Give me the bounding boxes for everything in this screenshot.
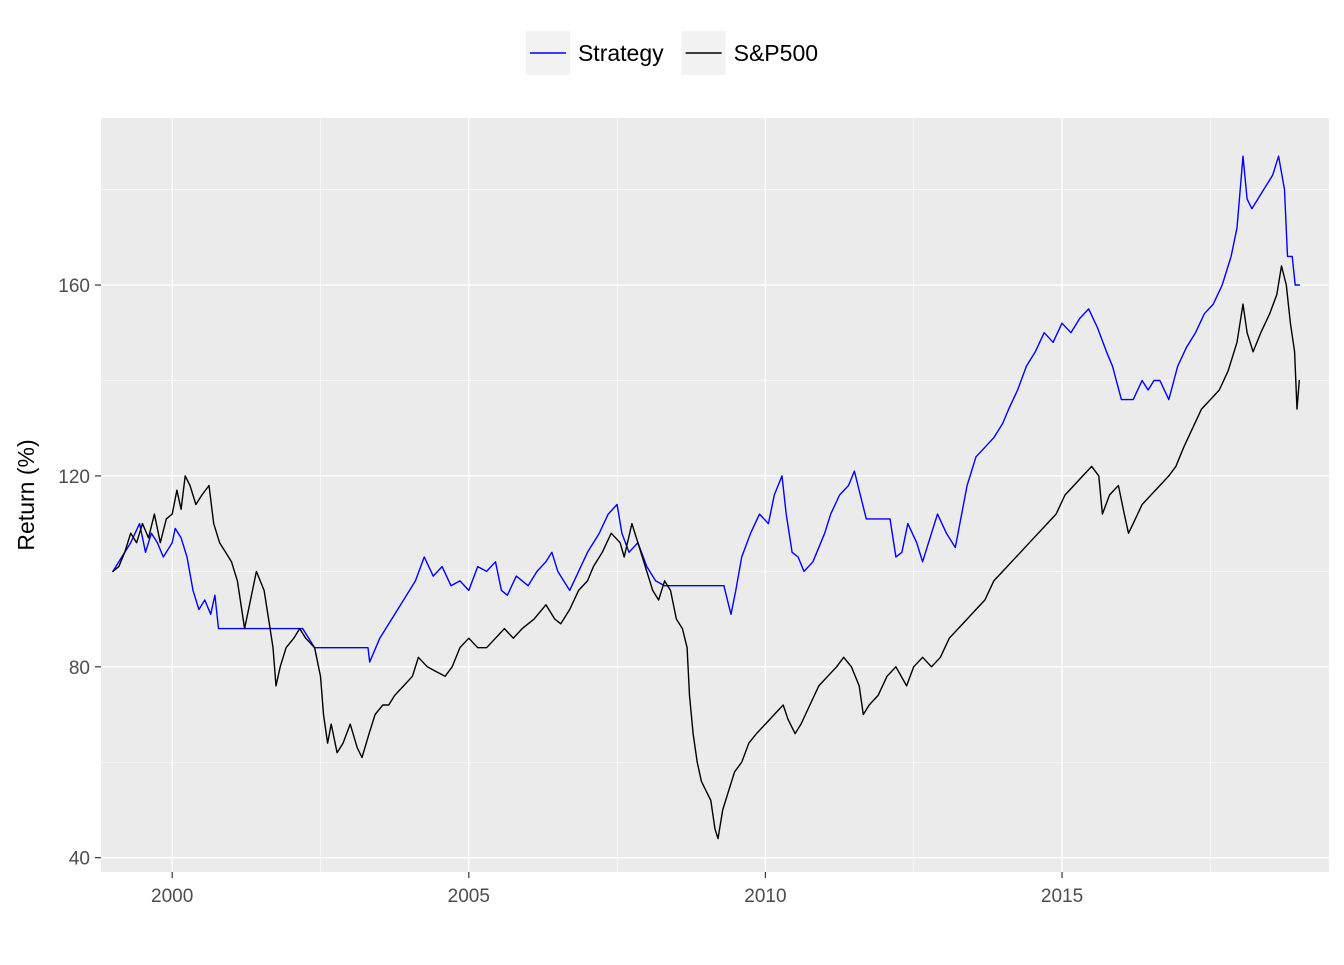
x-tick-label: 2015 xyxy=(1041,886,1083,907)
y-tick-label: 80 xyxy=(69,658,90,679)
x-axis: 2000 2005 2010 2015 xyxy=(151,872,1083,907)
y-axis-title: Return (%) xyxy=(13,439,39,550)
y-tick-label: 160 xyxy=(58,276,90,297)
legend-label-strategy: Strategy xyxy=(578,40,664,66)
y-tick-label: 120 xyxy=(58,467,90,488)
major-gridlines xyxy=(101,118,1329,872)
y-tick-label: 40 xyxy=(69,849,90,870)
series-lines xyxy=(112,155,1300,840)
series-line-sp500 xyxy=(112,265,1300,840)
x-tick-label: 2010 xyxy=(744,886,786,907)
legend-label-sp500: S&P500 xyxy=(734,40,818,66)
x-tick-label: 2000 xyxy=(151,886,193,907)
panel-background xyxy=(101,118,1329,872)
legend: Strategy S&P500 xyxy=(525,31,818,75)
x-tick-label: 2005 xyxy=(448,886,490,907)
series-line-strategy xyxy=(112,155,1300,663)
minor-gridlines xyxy=(101,118,1329,872)
y-axis: 40 80 120 160 xyxy=(58,276,101,870)
